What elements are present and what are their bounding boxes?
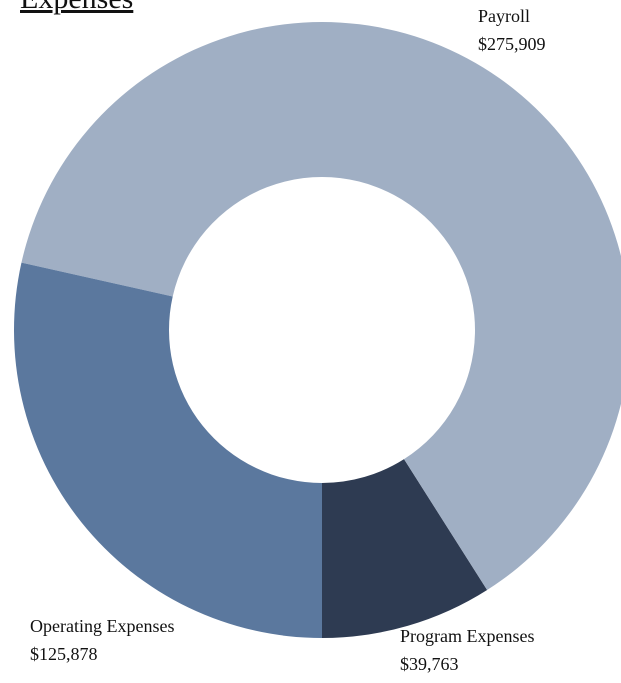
- slice-label: Operating Expenses: [30, 616, 174, 636]
- slice-value-label: $275,909: [478, 34, 546, 54]
- donut-slice: [322, 459, 488, 638]
- slice-value-label: $125,878: [30, 644, 98, 664]
- chart-title: Expenses: [20, 0, 133, 15]
- slice-value-label: $39,763: [400, 654, 459, 674]
- donut-slice: [13, 262, 323, 638]
- donut-slice: [21, 22, 621, 590]
- slice-label: Payroll: [478, 6, 530, 26]
- slice-label: Program Expenses: [400, 626, 534, 646]
